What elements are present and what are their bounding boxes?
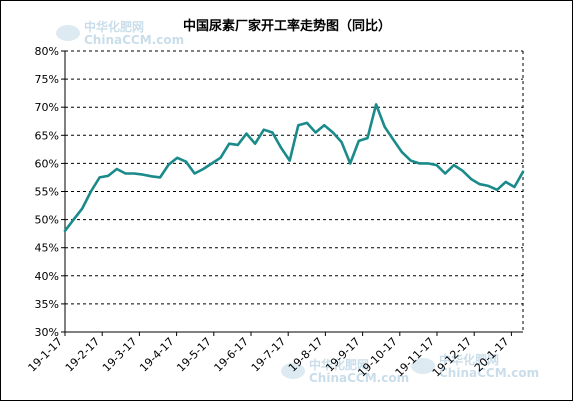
x-tick-label: 19-6-17: [212, 335, 252, 375]
x-tick-label: 19-1-17: [26, 335, 66, 375]
y-tick-label: 80%: [35, 45, 59, 58]
watermark-globe-icon: [411, 358, 435, 374]
x-tick-label: 19-11-17: [393, 335, 438, 380]
watermark-text-en: ChinaCCM.com: [439, 366, 539, 380]
watermark-globe-icon: [281, 363, 305, 379]
y-tick-label: 50%: [35, 214, 59, 227]
axes: [64, 51, 524, 333]
watermark-globe-icon: [56, 25, 80, 41]
watermark-text-cn: 中华化肥网: [439, 352, 499, 367]
y-tick-label: 55%: [35, 186, 59, 199]
watermark: 中华化肥网ChinaCCM.com中华化肥网ChinaCCM.com中华化肥网C…: [56, 19, 539, 385]
x-tick-label: 19-3-17: [100, 335, 140, 375]
x-tick-label: 19-4-17: [137, 335, 177, 375]
x-tick-label: 19-5-17: [174, 335, 214, 375]
y-tick-label: 60%: [35, 157, 59, 170]
y-tick-label: 70%: [35, 101, 59, 114]
y-tick-label: 35%: [35, 298, 59, 311]
watermark-text-en: ChinaCCM.com: [84, 33, 184, 47]
gridlines: [61, 50, 523, 333]
chart-title: 中国尿素厂家开工率走势图（同比）: [183, 18, 391, 34]
watermark-text-cn: 中华化肥网: [309, 357, 369, 372]
x-tick-label: 19-2-17: [63, 335, 103, 375]
series-line: [63, 103, 525, 233]
y-tick-labels: 30% 35% 40% 45% 50% 55% 60% 65% 70% 75% 80%: [35, 45, 59, 339]
watermark-text-en: ChinaCCM.com: [309, 371, 409, 385]
y-tick-label: 40%: [35, 270, 59, 283]
y-tick-label: 75%: [35, 73, 59, 86]
y-tick-label: 30%: [35, 326, 59, 339]
series-layer: [63, 103, 525, 233]
y-tick-label: 65%: [35, 129, 59, 142]
y-tick-label: 45%: [35, 242, 59, 255]
watermark-text-cn: 中华化肥网: [84, 19, 144, 34]
